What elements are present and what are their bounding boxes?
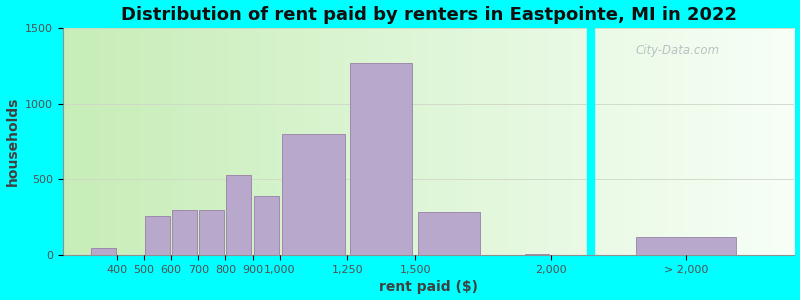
- Bar: [418, 212, 480, 255]
- Bar: [350, 63, 412, 255]
- Bar: [226, 175, 251, 255]
- Bar: [172, 211, 198, 255]
- Bar: [146, 216, 170, 255]
- Bar: [254, 196, 278, 255]
- Bar: [636, 237, 736, 255]
- Bar: [525, 254, 550, 255]
- Y-axis label: households: households: [6, 97, 19, 186]
- Text: City-Data.com: City-Data.com: [635, 44, 719, 57]
- Bar: [199, 211, 224, 255]
- X-axis label: rent paid ($): rent paid ($): [379, 280, 478, 294]
- Bar: [282, 134, 345, 255]
- Title: Distribution of rent paid by renters in Eastpointe, MI in 2022: Distribution of rent paid by renters in …: [121, 6, 737, 24]
- Bar: [91, 248, 116, 255]
